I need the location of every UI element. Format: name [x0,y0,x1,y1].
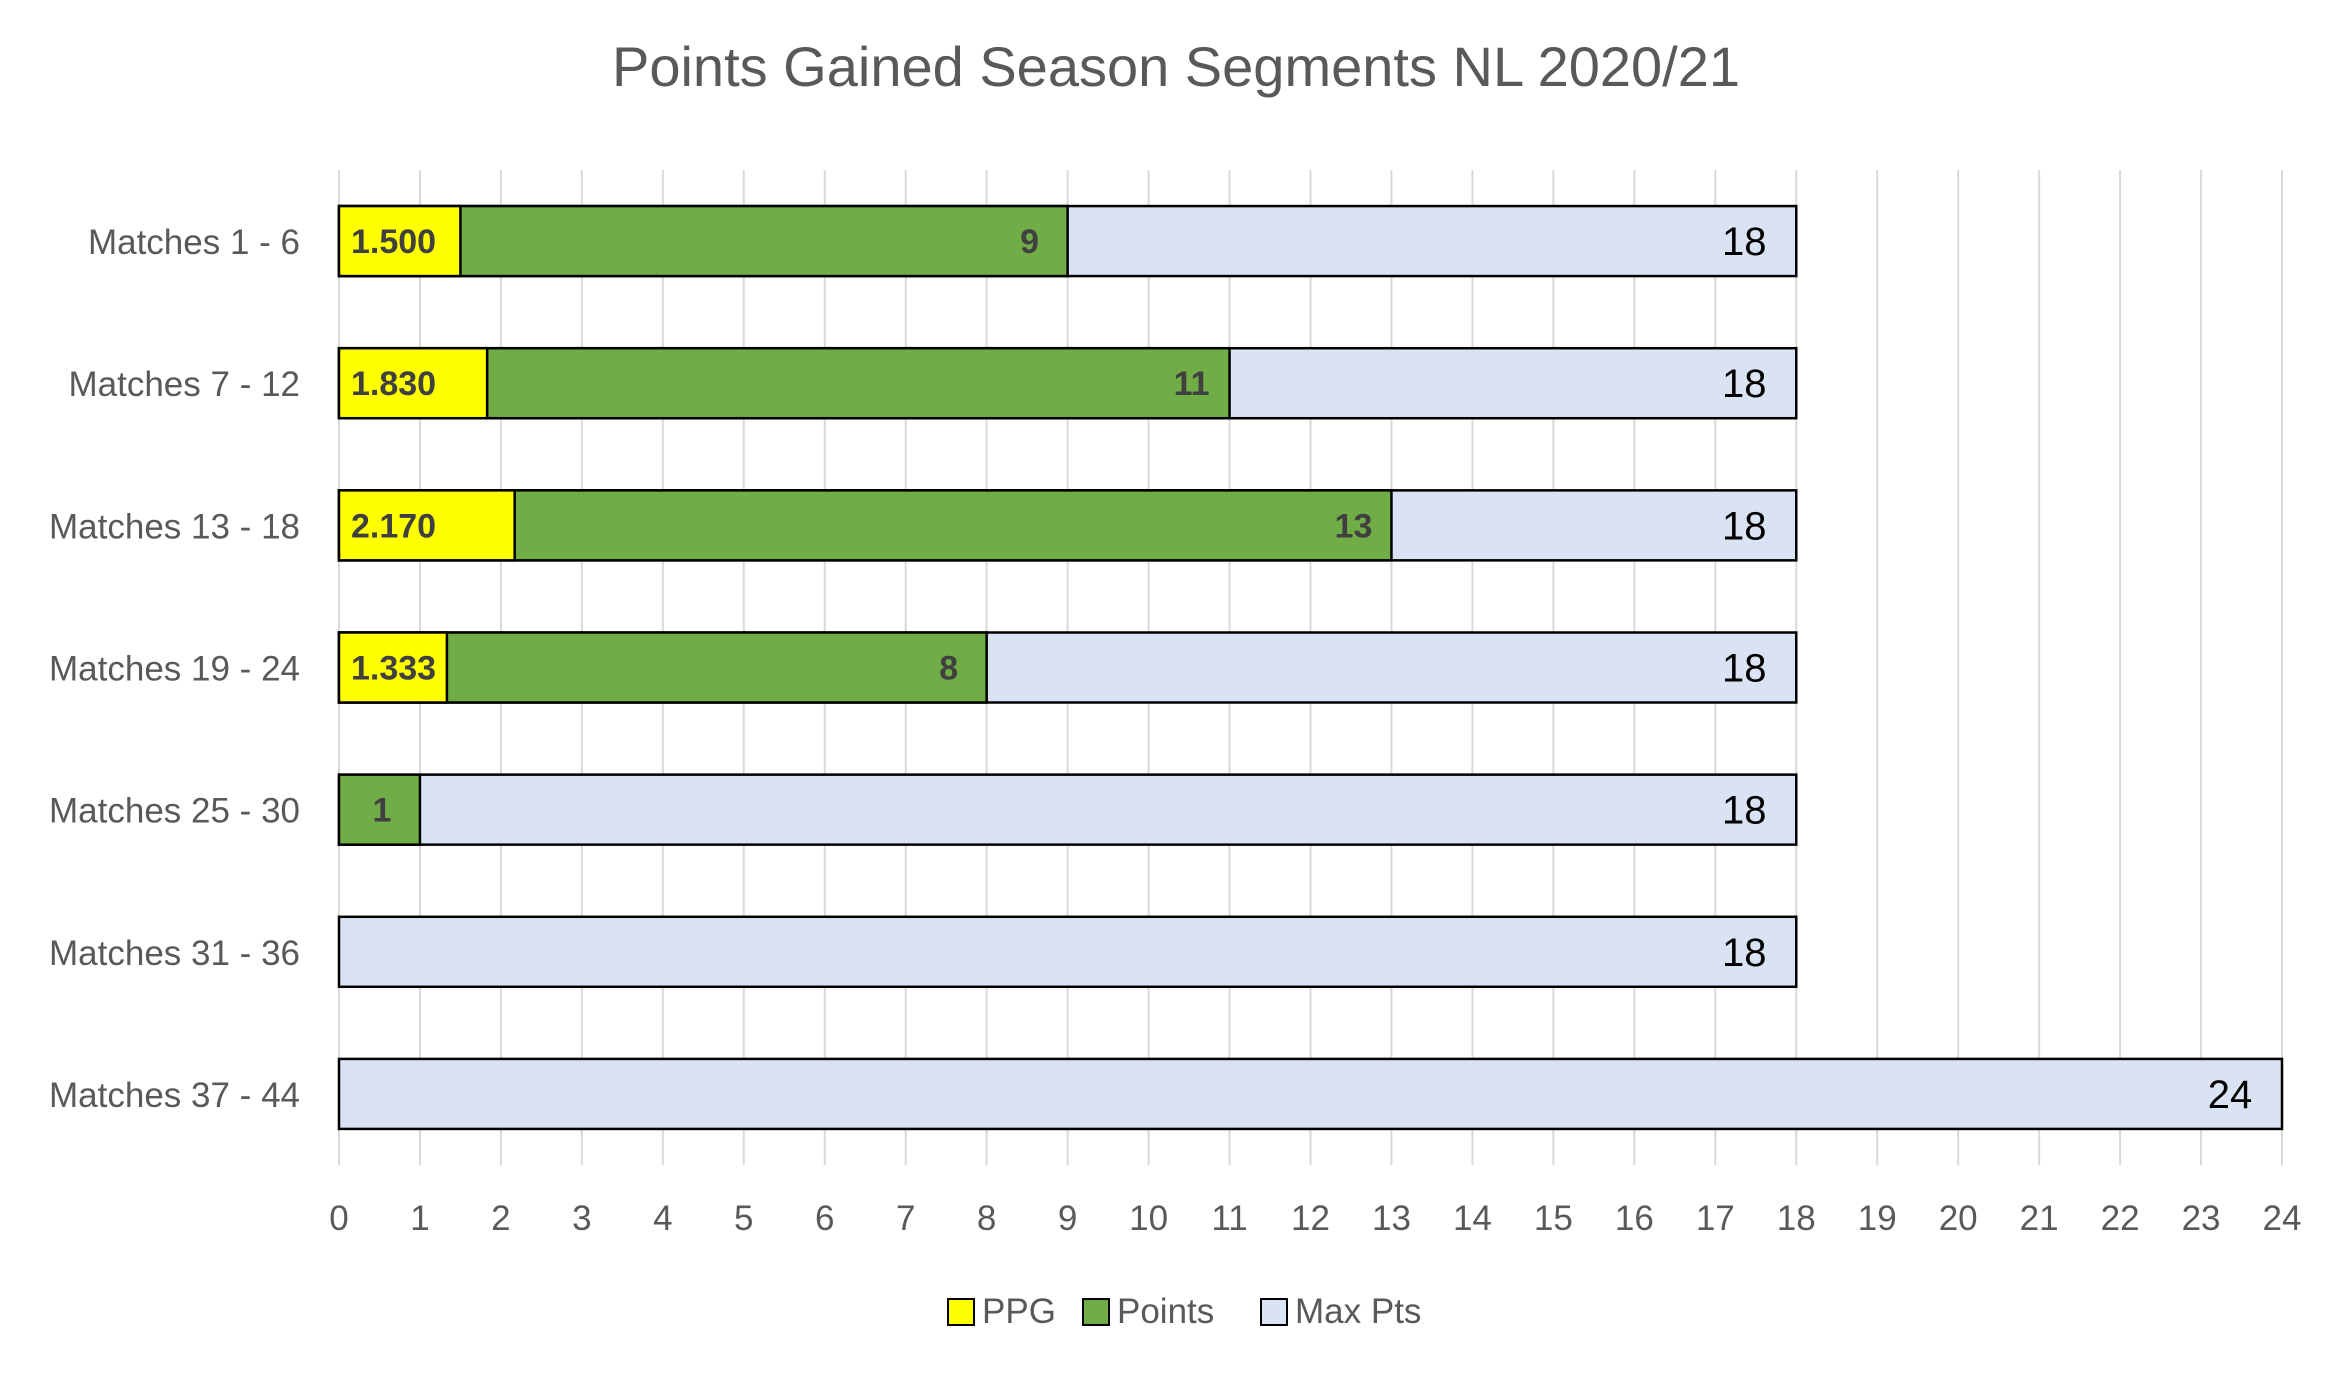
points-label: 9 [1020,223,1039,261]
ppg-label: 1.830 [351,365,436,403]
ppg-label: 1.500 [351,223,436,261]
category-label: Matches 25 - 30 [49,792,300,831]
x-tick-label: 17 [1696,1199,1735,1238]
x-tick-label: 7 [896,1199,915,1238]
category-label: Matches 31 - 36 [49,934,300,973]
bar-ppg [337,346,489,420]
x-tick-label: 11 [1211,1199,1247,1238]
x-tick-label: 10 [1129,1199,1168,1238]
bar-ppg [337,631,449,704]
bar-ppg [337,204,462,278]
legend-swatch [1082,1298,1110,1326]
category-label: Matches 13 - 18 [49,507,300,546]
max-pts-label: 18 [1722,789,1767,833]
x-tick-label: 19 [1858,1199,1897,1238]
legend-swatch [947,1298,975,1326]
x-tick-label: 13 [1372,1199,1411,1238]
x-tick-label: 18 [1777,1199,1816,1238]
bar-points [337,773,422,846]
legend-label: PPG [982,1292,1056,1331]
x-tick-label: 20 [1939,1199,1978,1238]
x-tick-label: 5 [734,1199,753,1238]
x-tick-label: 23 [2182,1199,2221,1238]
max-pts-label: 24 [2208,1073,2253,1117]
category-label: Matches 7 - 12 [69,365,301,404]
x-tick-label: 15 [1534,1199,1573,1238]
max-pts-label: 18 [1722,362,1767,406]
chart-title: Points Gained Season Segments NL 2020/21 [611,35,1740,98]
x-tick-label: 4 [653,1199,672,1238]
x-tick-label: 14 [1453,1199,1492,1238]
bar-max-pts [337,773,1798,846]
max-pts-label: 18 [1722,504,1767,548]
category-label: Matches 19 - 24 [49,650,300,689]
x-tick-label: 3 [572,1199,591,1238]
category-label: Matches 37 - 44 [49,1076,300,1115]
x-tick-label: 8 [977,1199,996,1238]
x-tick-label: 6 [815,1199,834,1238]
x-tick-label: 2 [491,1199,510,1238]
ppg-label: 1.333 [351,650,436,688]
legend-label: Max Pts [1295,1292,1421,1331]
legend-label: Points [1117,1292,1214,1331]
x-tick-label: 21 [2020,1199,2059,1238]
x-tick-label: 16 [1615,1199,1654,1238]
legend-swatch [1260,1298,1288,1326]
points-label: 8 [939,650,958,688]
ppg-label: 2.170 [351,507,436,545]
points-label: 11 [1174,365,1210,403]
max-pts-label: 18 [1722,647,1767,691]
x-tick-label: 0 [329,1199,348,1238]
bar-ppg [337,489,516,562]
max-pts-label: 18 [1722,931,1767,975]
x-tick-label: 24 [2263,1199,2302,1238]
x-tick-label: 9 [1058,1199,1077,1238]
points-label: 13 [1335,507,1373,545]
x-tick-label: 1 [410,1199,429,1238]
bar-max-pts [337,915,1798,989]
bar-max-pts [337,1057,2284,1131]
x-tick-label: 22 [2101,1199,2140,1238]
category-label: Matches 1 - 6 [88,223,300,262]
x-tick-label: 12 [1291,1199,1330,1238]
max-pts-label: 18 [1722,220,1767,264]
points-label: 1 [372,792,391,830]
